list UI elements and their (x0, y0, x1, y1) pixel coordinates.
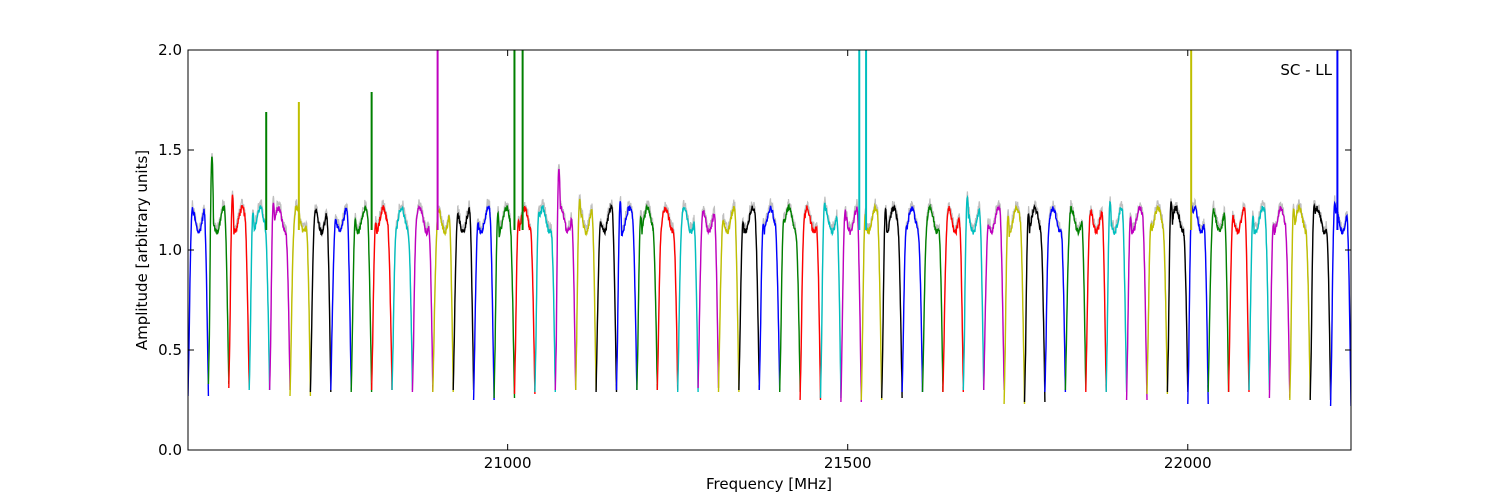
channel-line (1064, 205, 1087, 391)
channel-line (779, 203, 801, 393)
channel-line (1187, 204, 1209, 405)
channel-line (799, 205, 822, 401)
channel-line (1289, 203, 1311, 401)
x-axis: 21000 21500 22000 (484, 50, 1212, 472)
channel-line (1268, 206, 1291, 399)
channel-line (1166, 201, 1189, 393)
channel-line (1207, 208, 1230, 393)
channel-line (881, 204, 903, 399)
x-tick-label: 21000 (484, 454, 532, 472)
channel-line (513, 206, 536, 395)
channel-line (697, 210, 720, 389)
channel-line (1329, 200, 1351, 407)
channel-line (677, 206, 699, 393)
channel-line (1003, 204, 1026, 405)
channel-line (207, 156, 230, 385)
channel-line (595, 203, 618, 393)
channel-line (1309, 202, 1332, 401)
channel-line (493, 205, 516, 399)
channel-line (901, 206, 924, 393)
channel-line (758, 205, 781, 391)
channel-line (1146, 205, 1169, 395)
channel-line (248, 205, 271, 391)
y-tick-label: 1.5 (158, 141, 182, 159)
channel-line (309, 208, 332, 393)
plot-frame (187, 49, 1352, 451)
y-axis: 0.0 0.5 1.0 1.5 2.0 (158, 41, 1351, 459)
channel-line (615, 201, 638, 391)
channel-line (1248, 205, 1271, 391)
channel-line (1105, 200, 1128, 393)
channel-line (228, 194, 250, 389)
channel-line (391, 205, 414, 391)
channel-line (534, 205, 556, 393)
channel-line (819, 202, 842, 399)
channel-line (411, 204, 434, 393)
channel-shadow-line (656, 201, 679, 390)
channel-line (350, 205, 373, 393)
channel-line (860, 202, 883, 401)
channel-line (268, 202, 291, 391)
channel-line (921, 203, 944, 393)
y-tick-label: 1.0 (158, 241, 182, 259)
channel-line (188, 207, 210, 397)
channel-line (636, 203, 658, 391)
channel-line (738, 205, 760, 391)
y-tick-label: 2.0 (158, 41, 182, 59)
channel-line (370, 205, 393, 391)
channel-line (330, 207, 352, 391)
x-axis-label: Frequency [MHz] (706, 475, 832, 493)
x-tick-label: 22000 (1164, 454, 1212, 472)
channel-shadow-line (391, 200, 413, 387)
channel-shadow-line (1044, 200, 1066, 391)
plot-annotation: SC - LL (1280, 61, 1332, 79)
channel-line (840, 206, 862, 403)
channel-line (717, 205, 740, 393)
channel-line (1125, 205, 1148, 401)
y-axis-label: Amplitude [arbitrary units] (133, 150, 151, 350)
channel-line (1044, 206, 1067, 393)
y-tick-label: 0.5 (158, 341, 182, 359)
channel-line (472, 205, 495, 401)
channel-line (1023, 204, 1046, 403)
channel-line (452, 206, 475, 391)
series-group (188, 50, 1351, 407)
channel-shadow-line (901, 200, 924, 391)
channel-line (1227, 206, 1250, 393)
channel-line (289, 205, 312, 397)
channel-line (656, 206, 679, 391)
x-tick-label: 21500 (824, 454, 872, 472)
channel-line (942, 206, 964, 393)
channel-shadow-line (921, 198, 944, 386)
channel-line (554, 168, 577, 391)
channel-line (432, 207, 454, 393)
channel-shadow-line (289, 199, 311, 392)
channel-line (575, 198, 597, 391)
channel-line (962, 194, 985, 391)
channel-line (983, 204, 1005, 391)
channel-line (1085, 208, 1107, 393)
y-tick-label: 0.0 (158, 441, 182, 459)
